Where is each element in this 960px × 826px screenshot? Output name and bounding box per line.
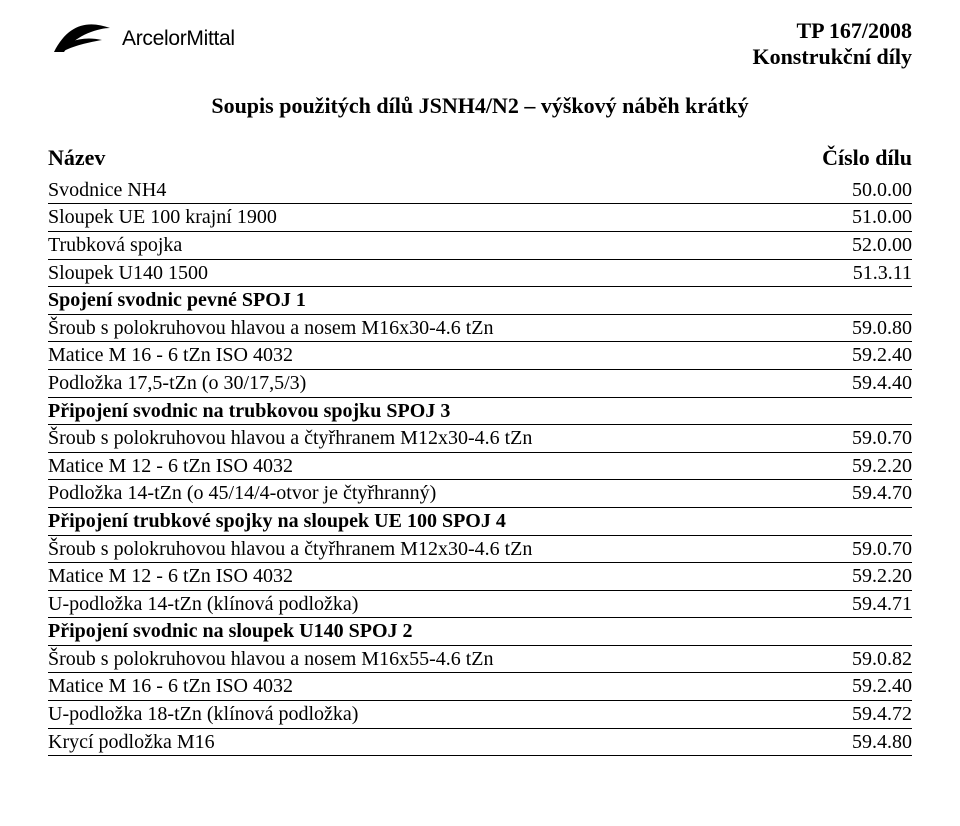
arcelormittal-logo-icon xyxy=(48,18,120,60)
part-row: Podložka 14-tZn (o 45/14/4-otvor je čtyř… xyxy=(48,480,912,508)
part-name: Matice M 16 - 6 tZn ISO 4032 xyxy=(48,342,822,369)
parts-list-body: Svodnice NH450.0.00Sloupek UE 100 krajní… xyxy=(48,177,912,756)
part-name: Matice M 12 - 6 tZn ISO 4032 xyxy=(48,563,822,590)
part-number: 50.0.00 xyxy=(822,177,912,204)
section-header: Připojení trubkové spojky na sloupek UE … xyxy=(48,508,912,536)
section-label: Připojení trubkové spojky na sloupek UE … xyxy=(48,510,506,532)
document-reference: TP 167/2008 Konstrukční díly xyxy=(752,18,912,71)
section-label: Spojení svodnic pevné SPOJ 1 xyxy=(48,289,306,311)
part-name: Sloupek U140 1500 xyxy=(48,260,822,287)
part-number: 59.2.40 xyxy=(822,342,912,369)
part-name: U-podložka 18-tZn (klínová podložka) xyxy=(48,701,822,728)
part-name: Trubková spojka xyxy=(48,232,822,259)
part-row: U-podložka 18-tZn (klínová podložka)59.4… xyxy=(48,701,912,729)
logo-text: ArcelorMittal xyxy=(122,27,235,51)
section-header: Připojení svodnic na trubkovou spojku SP… xyxy=(48,398,912,426)
doc-ref-line1: TP 167/2008 xyxy=(752,18,912,44)
section-header: Připojení svodnic na sloupek U140 SPOJ 2 xyxy=(48,618,912,646)
part-number: 59.0.70 xyxy=(822,425,912,452)
part-number: 59.0.70 xyxy=(822,536,912,563)
part-number: 59.4.72 xyxy=(822,701,912,728)
part-number: 51.0.00 xyxy=(822,204,912,231)
part-name: Šroub s polokruhovou hlavou a čtyřhranem… xyxy=(48,536,822,563)
part-row: Matice M 12 - 6 tZn ISO 403259.2.20 xyxy=(48,563,912,591)
page-header: ArcelorMittal TP 167/2008 Konstrukční dí… xyxy=(48,18,912,71)
part-row: Trubková spojka52.0.00 xyxy=(48,232,912,260)
part-row: Krycí podložka M1659.4.80 xyxy=(48,729,912,757)
part-name: Matice M 12 - 6 tZn ISO 4032 xyxy=(48,453,822,480)
part-number: 59.2.20 xyxy=(822,563,912,590)
part-number: 52.0.00 xyxy=(822,232,912,259)
part-name: Podložka 17,5-tZn (o 30/17,5/3) xyxy=(48,370,822,397)
part-number: 51.3.11 xyxy=(822,260,912,287)
part-row: Šroub s polokruhovou hlavou a nosem M16x… xyxy=(48,315,912,343)
section-label: Připojení svodnic na trubkovou spojku SP… xyxy=(48,400,450,422)
part-name: Šroub s polokruhovou hlavou a čtyřhranem… xyxy=(48,425,822,452)
part-row: Podložka 17,5-tZn (o 30/17,5/3)59.4.40 xyxy=(48,370,912,398)
part-name: U-podložka 14-tZn (klínová podložka) xyxy=(48,591,822,618)
column-headers: Název Číslo dílu xyxy=(48,145,912,171)
parts-list-title: Soupis použitých dílů JSNH4/N2 – výškový… xyxy=(48,93,912,119)
part-number: 59.0.82 xyxy=(822,646,912,673)
doc-ref-line2: Konstrukční díly xyxy=(752,44,912,70)
part-row: Matice M 16 - 6 tZn ISO 403259.2.40 xyxy=(48,673,912,701)
col-header-partno: Číslo dílu xyxy=(822,145,912,171)
part-row: Matice M 12 - 6 tZn ISO 403259.2.20 xyxy=(48,453,912,481)
part-row: Sloupek U140 150051.3.11 xyxy=(48,260,912,288)
part-number: 59.2.40 xyxy=(822,673,912,700)
part-name: Svodnice NH4 xyxy=(48,177,822,204)
section-header: Spojení svodnic pevné SPOJ 1 xyxy=(48,287,912,315)
part-name: Šroub s polokruhovou hlavou a nosem M16x… xyxy=(48,315,822,342)
part-name: Šroub s polokruhovou hlavou a nosem M16x… xyxy=(48,646,822,673)
part-number: 59.2.20 xyxy=(822,453,912,480)
part-number: 59.4.40 xyxy=(822,370,912,397)
part-number: 59.4.80 xyxy=(822,729,912,756)
part-number: 59.4.70 xyxy=(822,480,912,507)
section-label: Připojení svodnic na sloupek U140 SPOJ 2 xyxy=(48,620,413,642)
part-row: Sloupek UE 100 krajní 190051.0.00 xyxy=(48,204,912,232)
part-row: Šroub s polokruhovou hlavou a nosem M16x… xyxy=(48,646,912,674)
part-name: Podložka 14-tZn (o 45/14/4-otvor je čtyř… xyxy=(48,480,822,507)
part-number: 59.4.71 xyxy=(822,591,912,618)
part-name: Matice M 16 - 6 tZn ISO 4032 xyxy=(48,673,822,700)
logo: ArcelorMittal xyxy=(48,18,235,60)
part-row: Šroub s polokruhovou hlavou a čtyřhranem… xyxy=(48,425,912,453)
part-row: Svodnice NH450.0.00 xyxy=(48,177,912,205)
part-name: Krycí podložka M16 xyxy=(48,729,822,756)
part-number: 59.0.80 xyxy=(822,315,912,342)
part-row: Šroub s polokruhovou hlavou a čtyřhranem… xyxy=(48,536,912,564)
col-header-name: Název xyxy=(48,145,105,171)
part-row: U-podložka 14-tZn (klínová podložka)59.4… xyxy=(48,591,912,619)
part-name: Sloupek UE 100 krajní 1900 xyxy=(48,204,822,231)
part-row: Matice M 16 - 6 tZn ISO 403259.2.40 xyxy=(48,342,912,370)
